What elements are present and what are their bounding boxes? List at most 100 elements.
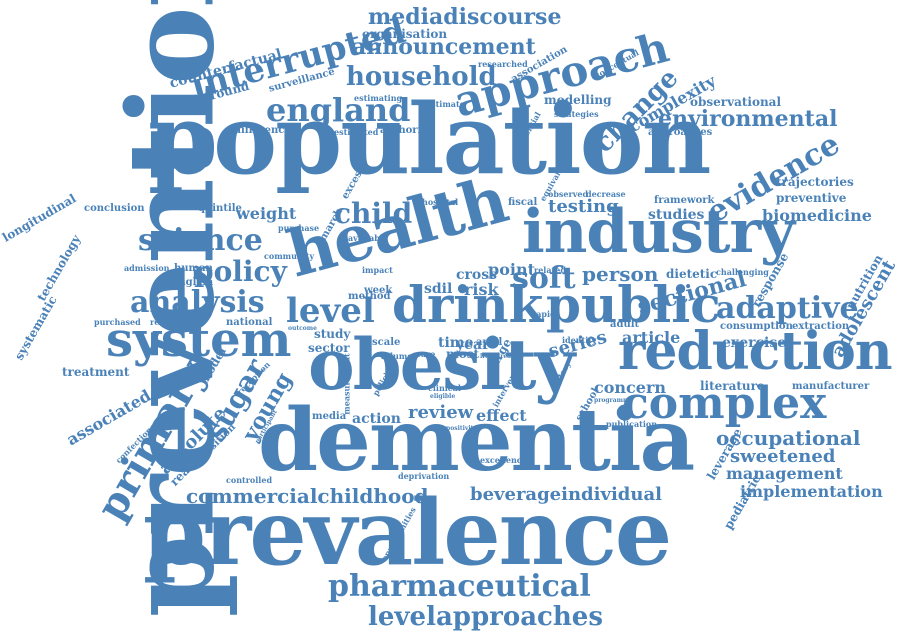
word-method: method [348, 291, 391, 302]
word-levelapproaches: levelapproaches [368, 602, 603, 632]
word-occupational: occupational [716, 426, 861, 450]
word-controlled: controlled [226, 475, 273, 485]
word-estimating: estimating [354, 93, 403, 103]
word-greatest: greatest [496, 353, 524, 360]
word-estimated: estimated [334, 127, 379, 137]
word-system: system [106, 312, 292, 368]
word-research: research [150, 317, 189, 327]
word-available: available [348, 233, 388, 243]
word-action: action [352, 411, 401, 427]
word-year: year [456, 337, 490, 353]
word-conclusion: conclusion [84, 203, 145, 214]
word-review: review [408, 402, 474, 423]
word-risk: risk [464, 280, 499, 299]
word-drink: drink [392, 275, 544, 334]
word-outcome: outcome [288, 325, 317, 332]
word-measurement: measurement [341, 353, 352, 415]
word-environmental: environmental [658, 106, 838, 132]
word-observed: observed [548, 189, 589, 199]
word-volume: volume [380, 351, 413, 361]
word-treatment: treatment [62, 365, 130, 379]
word-positivity: positivity [446, 425, 477, 432]
word-researched: researched [478, 59, 528, 69]
word-hospital: hospital [422, 197, 459, 207]
word-strategies: strategies [554, 109, 599, 119]
word-obesity: obesity [308, 323, 575, 406]
word-adaptive: adaptive [716, 291, 859, 326]
word-april: april [476, 337, 503, 348]
word-decrease: decrease [586, 189, 626, 199]
word-approaches: approaches [648, 127, 713, 138]
word-industry: industry [522, 197, 795, 267]
word-publication: publication [606, 419, 658, 429]
word-purchase: purchase [278, 223, 320, 233]
word-announcement: announcement [352, 34, 536, 60]
word-modelling: modelling [544, 93, 612, 107]
word-population: population [148, 83, 711, 196]
word-point: point [488, 260, 535, 279]
word-most: most [446, 347, 479, 361]
word-literature: literature [700, 379, 765, 393]
word-programme: programme [594, 397, 634, 404]
word-extraction: extraction [792, 321, 850, 332]
word-study: study [314, 327, 351, 341]
word-media: media [312, 411, 347, 422]
word-consumption: consumption [720, 321, 793, 332]
word-mediadiscourse: mediadiscourse [368, 4, 562, 30]
word-estimate: estimate [426, 99, 465, 109]
word-dementia: dementia [258, 390, 695, 491]
word-weight: weight [236, 204, 297, 223]
word-challenging: challenging [716, 267, 769, 277]
word-framework: framework [654, 195, 715, 206]
word-england: england [266, 91, 411, 129]
word-testing: testing [548, 196, 619, 217]
word-identify: identify [562, 335, 597, 345]
word-human: human [174, 263, 213, 274]
word-national: national [226, 317, 273, 328]
word-difference: difference [234, 125, 291, 136]
word-purchased: purchased [94, 317, 141, 327]
word-preventive: preventive [776, 191, 847, 205]
word-household: household [346, 62, 497, 92]
word-rapid: rapid [532, 309, 556, 319]
word-excellence: excellence [480, 455, 527, 465]
word-sector: sector [308, 341, 350, 355]
word-sweetened: sweetened [730, 446, 836, 467]
word-pharmaceutical: pharmaceutical [328, 569, 591, 604]
word-concern: concern [594, 378, 667, 397]
word-management: management [726, 464, 843, 483]
word-commercialchildhood: commercialchildhood [186, 484, 429, 508]
word-adult: adult [610, 319, 640, 330]
word-deprivation: deprivation [398, 471, 450, 481]
word-impact: impact [362, 265, 393, 275]
word-soft: soft [512, 261, 576, 296]
word-child: child [334, 197, 413, 230]
word-clinical: clinical [428, 383, 461, 393]
word-time: time [438, 335, 474, 351]
word-reduction: reduction [618, 321, 893, 382]
word-studies: studies [648, 207, 705, 223]
word-exercise: exercise [722, 335, 787, 351]
word-level: level [286, 291, 375, 331]
word-trajectories: trajectories [776, 175, 854, 189]
word-admission: admission [124, 263, 170, 273]
word-biomedicine: biomedicine [762, 206, 872, 225]
word-quintile: quintile [198, 203, 242, 214]
word-beverageindividual: beverageindividual [470, 484, 662, 505]
word-policy: policy [194, 255, 287, 288]
word-longitudinal: longitudinal [0, 191, 79, 245]
word-science: science [138, 223, 263, 258]
word-related: related [534, 265, 566, 275]
word-fiscal: fiscal [508, 197, 538, 208]
word-organisation: organisation [362, 27, 448, 41]
word-person: person [582, 262, 659, 286]
word-community: community [264, 251, 315, 261]
word-systematic: systematic [11, 293, 60, 363]
word-eligible: eligible [430, 393, 456, 400]
word-living: living [480, 353, 499, 360]
word-manufacturer: manufacturer [792, 381, 870, 392]
word-cross: cross [456, 267, 498, 283]
word-observational: observational [690, 95, 782, 109]
word-prevalence: prevalence [143, 480, 672, 586]
